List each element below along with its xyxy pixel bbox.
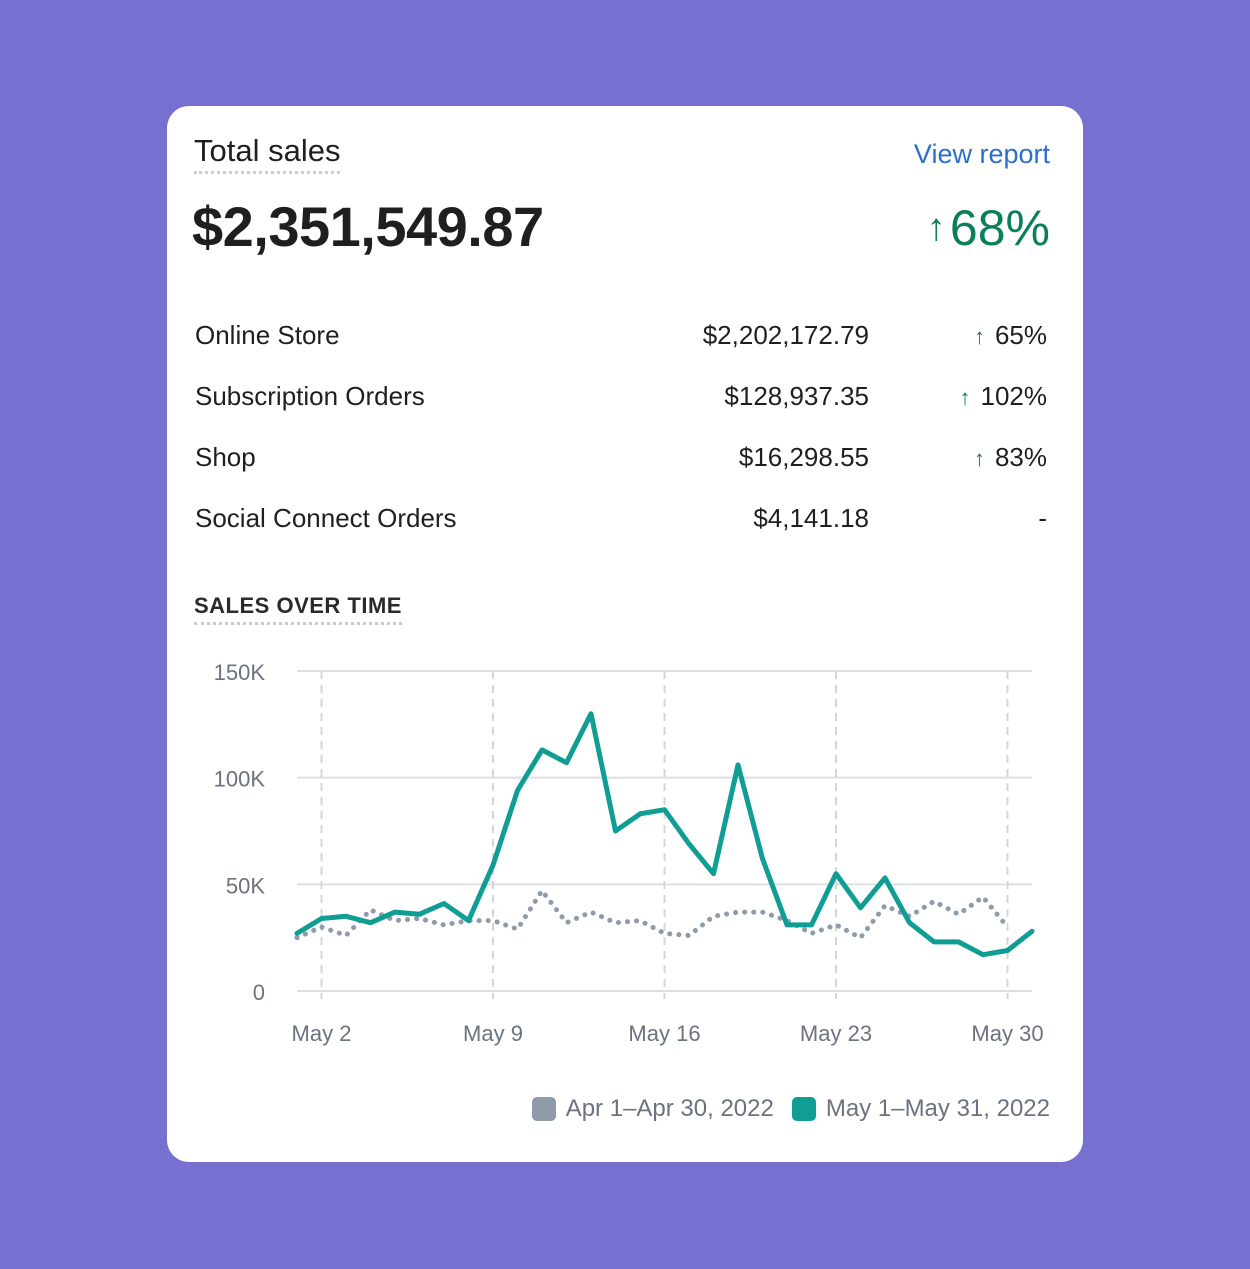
channel-name: Social Connect Orders [195, 503, 457, 533]
card-title[interactable]: Total sales [194, 134, 341, 174]
arrow-up-icon: ↑ [926, 207, 946, 249]
x-tick-label: May 23 [800, 1021, 872, 1046]
total-sales-value: $2,351,549.87 [192, 195, 544, 258]
sales-over-time-chart[interactable]: 0 50K 100K 150K May 2 May 9 May 16 May 23 May 30 [167, 646, 1083, 1076]
channel-name: Subscription Orders [195, 381, 425, 411]
legend-swatch-previous [531, 1097, 556, 1121]
x-tick-label: May 30 [971, 1021, 1043, 1046]
channel-change-value: 102% [980, 381, 1048, 411]
breakdown-row-online-store: Online Store $2,202,172.79 ↑ 65% [195, 310, 1047, 371]
channel-change: ↑ 65% [974, 320, 1047, 352]
y-tick-label: 150K [214, 660, 266, 685]
channel-change-value: 65% [994, 320, 1047, 350]
channel-amount: $128,937.35 [724, 381, 869, 411]
y-tick-label: 100K [214, 767, 266, 792]
series-line-previous [294, 888, 1010, 941]
total-change-value: 68% [949, 200, 1050, 256]
channel-change: ↑ 102% [960, 381, 1048, 413]
channel-amount: $4,141.18 [753, 503, 869, 533]
y-tick-label: 0 [253, 980, 265, 1005]
total-sales-card: Total sales View report $2,351,549.87 ↑6… [167, 106, 1083, 1162]
breakdown-row-social-connect-orders: Social Connect Orders $4,141.18 - [195, 493, 1047, 554]
channel-change-value: 83% [994, 442, 1047, 472]
breakdown-row-subscription-orders: Subscription Orders $128,937.35 ↑ 102% [195, 371, 1047, 432]
sales-over-time-title[interactable]: SALES OVER TIME [194, 593, 402, 625]
channel-amount: $16,298.55 [738, 442, 869, 472]
view-report-link[interactable]: View report [913, 139, 1050, 169]
series-line-current [294, 711, 1035, 958]
total-change: ↑68% [927, 196, 1050, 265]
sales-breakdown-list: Online Store $2,202,172.79 ↑ 65% Subscrip… [195, 310, 1047, 554]
chart-legend: Apr 1–Apr 30, 2022 May 1–May 31, 2022 [514, 1094, 1050, 1124]
channel-change: - [1028, 503, 1047, 535]
breakdown-row-shop: Shop $16,298.55 ↑ 83% [195, 432, 1047, 493]
legend-item-previous[interactable]: Apr 1–Apr 30, 2022 [531, 1094, 774, 1124]
channel-change-value: - [1038, 503, 1047, 533]
y-tick-label: 50K [226, 873, 265, 898]
legend-label-previous: Apr 1–Apr 30, 2022 [565, 1095, 774, 1122]
legend-swatch-current [791, 1097, 816, 1121]
legend-item-current[interactable]: May 1–May 31, 2022 [791, 1094, 1050, 1124]
x-tick-label: May 2 [292, 1021, 352, 1046]
channel-name: Shop [195, 442, 256, 472]
channel-name: Online Store [195, 320, 340, 350]
arrow-up-icon: ↑ [973, 446, 985, 471]
x-tick-label: May 9 [463, 1021, 523, 1046]
arrow-up-icon: ↑ [959, 385, 971, 410]
arrow-up-icon: ↑ [973, 324, 985, 349]
legend-label-current: May 1–May 31, 2022 [825, 1095, 1050, 1122]
channel-change: ↑ 83% [974, 442, 1047, 474]
x-tick-label: May 16 [628, 1021, 700, 1046]
channel-amount: $2,202,172.79 [702, 320, 869, 350]
